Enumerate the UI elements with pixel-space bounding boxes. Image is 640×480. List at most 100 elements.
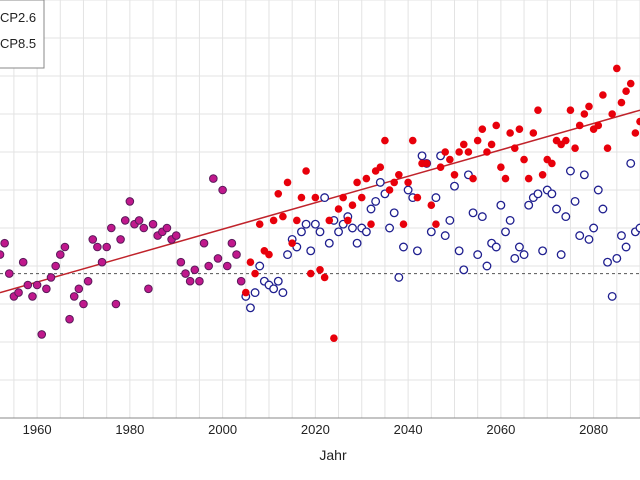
point-cp26 [561, 212, 571, 222]
point-observed [171, 231, 181, 240]
point-cp26 [556, 250, 566, 260]
point-cp26 [598, 204, 608, 214]
point-observed [218, 185, 227, 195]
point-cp26 [315, 227, 325, 237]
point-observed [209, 174, 218, 183]
point-cp26 [607, 291, 617, 301]
point-cp85 [432, 220, 440, 228]
point-cp26 [501, 227, 510, 237]
point-cp85 [357, 193, 366, 202]
point-cp26 [310, 219, 320, 229]
x-tick-label: 1960 [23, 422, 52, 437]
point-cp85 [395, 171, 403, 179]
point-observed [32, 280, 42, 290]
point-observed [74, 284, 84, 294]
point-cp85 [520, 155, 528, 164]
data-points [0, 64, 640, 343]
point-cp85 [446, 155, 454, 164]
point-cp85 [381, 136, 389, 145]
point-cp26 [616, 231, 626, 241]
point-observed [148, 219, 158, 229]
point-cp26 [426, 227, 436, 237]
point-cp26 [255, 261, 265, 271]
point-cp26 [283, 250, 292, 260]
point-cp26 [565, 166, 575, 176]
point-cp85 [561, 136, 570, 145]
point-cp85 [575, 121, 584, 130]
point-cp85 [469, 174, 477, 183]
point-observed [111, 299, 121, 309]
point-cp85 [497, 163, 505, 171]
point-cp85 [436, 163, 445, 171]
x-tick-label: 2040 [394, 422, 423, 437]
point-observed [107, 223, 116, 233]
point-cp26 [477, 212, 487, 222]
point-cp85 [344, 216, 352, 225]
point-cp85 [622, 87, 630, 95]
legend-label-cp85: CP8.5 [0, 36, 36, 51]
point-observed [28, 292, 37, 301]
point-cp26 [593, 185, 603, 195]
point-observed [46, 273, 56, 282]
point-cp85 [617, 98, 626, 107]
point-cp26 [519, 250, 529, 260]
point-cp26 [306, 246, 316, 256]
point-cp85 [585, 102, 593, 111]
point-cp85 [353, 178, 361, 187]
point-cp26 [273, 276, 283, 286]
point-cp85 [255, 220, 264, 228]
point-observed [213, 254, 223, 263]
point-observed [176, 257, 186, 267]
point-observed [144, 284, 153, 294]
point-observed [227, 238, 237, 248]
point-cp85 [265, 250, 273, 259]
x-axis-title: Jahr [319, 447, 347, 463]
point-cp26 [361, 227, 371, 237]
point-cp85 [390, 178, 399, 187]
point-cp26 [589, 223, 599, 233]
point-cp26 [394, 272, 404, 282]
point-cp26 [352, 238, 362, 248]
point-cp85 [506, 129, 514, 137]
point-cp26 [440, 231, 450, 241]
point-observed [0, 250, 5, 259]
point-cp26 [635, 223, 640, 233]
point-cp85 [524, 174, 533, 183]
point-cp26 [579, 170, 589, 180]
point-cp85 [608, 110, 616, 118]
point-observed [42, 284, 51, 294]
point-cp85 [288, 239, 296, 247]
point-cp26 [450, 181, 459, 191]
point-cp85 [626, 79, 635, 88]
point-observed [51, 261, 60, 271]
x-tick-labels: 1960 1980 2000 2020 2040 2060 2080 [23, 422, 608, 437]
point-cp26 [626, 158, 636, 168]
point-cp26 [334, 227, 344, 237]
point-cp85 [408, 136, 417, 145]
point-cp85 [422, 159, 431, 168]
point-cp26 [510, 253, 520, 263]
point-observed [83, 276, 93, 286]
point-cp85 [455, 148, 463, 156]
point-cp85 [241, 288, 250, 297]
point-cp26 [301, 219, 311, 229]
x-tick-label: 1980 [115, 422, 144, 437]
point-cp85 [325, 216, 334, 225]
point-cp85 [478, 125, 487, 133]
point-cp85 [603, 144, 612, 152]
point-cp26 [403, 185, 413, 195]
point-cp85 [538, 171, 547, 179]
point-cp26 [547, 189, 557, 199]
point-cp85 [334, 205, 343, 213]
point-cp26 [385, 223, 395, 233]
point-cp26 [621, 242, 631, 252]
legend-box [0, 0, 45, 69]
point-cp85 [283, 178, 292, 187]
point-cp85 [404, 178, 412, 187]
point-cp85 [246, 258, 255, 267]
point-observed [204, 261, 213, 271]
point-observed [79, 299, 88, 309]
point-cp85 [571, 144, 579, 152]
point-cp85 [599, 91, 607, 99]
